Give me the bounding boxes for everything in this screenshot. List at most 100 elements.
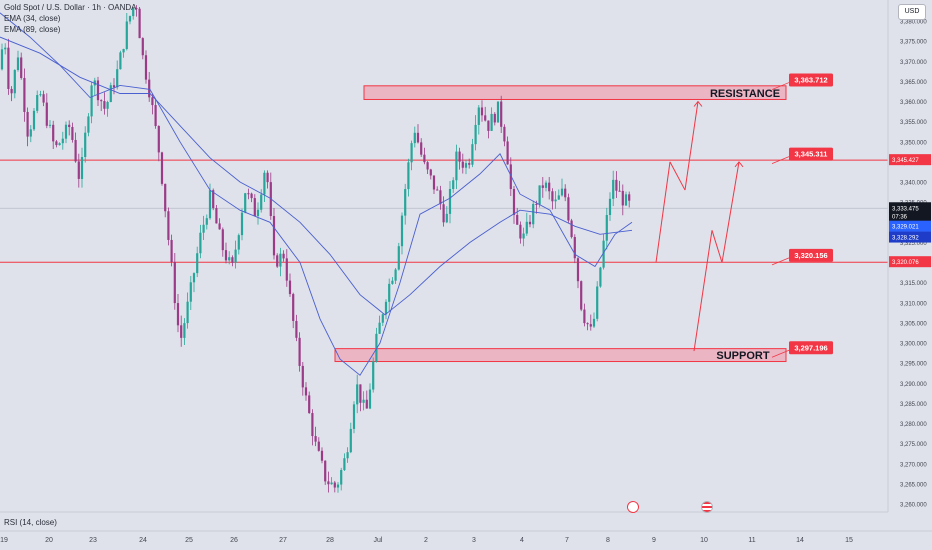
candle[interactable] (496, 101, 500, 123)
support-zone[interactable] (334, 348, 787, 363)
candle[interactable] (471, 138, 474, 168)
candle[interactable] (333, 480, 336, 493)
ema34-line[interactable] (0, 12, 633, 376)
candle[interactable] (122, 48, 125, 58)
candle[interactable] (605, 207, 608, 250)
candle[interactable] (365, 390, 368, 409)
candle[interactable] (23, 68, 26, 122)
ema34-tag[interactable] (889, 220, 931, 232)
price-label-box[interactable] (789, 147, 833, 161)
candle[interactable] (564, 184, 567, 202)
candle[interactable] (74, 132, 77, 163)
candle[interactable] (528, 215, 532, 228)
candle[interactable] (228, 251, 231, 265)
candle[interactable] (205, 214, 208, 230)
candle[interactable] (148, 72, 151, 102)
us-flag-event-icon[interactable] (701, 501, 713, 513)
candle[interactable] (276, 253, 279, 268)
candle[interactable] (356, 374, 359, 414)
ema34-legend[interactable]: EMA (34, close) (4, 14, 61, 23)
candle[interactable] (218, 218, 221, 230)
candle[interactable] (560, 178, 564, 197)
candle[interactable] (240, 208, 244, 241)
candle[interactable] (352, 401, 356, 434)
candle[interactable] (452, 177, 455, 193)
candle[interactable] (506, 136, 509, 165)
candle[interactable] (13, 69, 16, 99)
candle[interactable] (80, 147, 84, 188)
candle[interactable] (68, 120, 71, 136)
candle[interactable] (128, 15, 132, 25)
candle[interactable] (525, 212, 528, 236)
candle[interactable] (266, 170, 269, 189)
candle[interactable] (224, 242, 228, 264)
candle[interactable] (455, 144, 458, 189)
candle[interactable] (87, 113, 90, 137)
candle[interactable] (538, 185, 541, 208)
candle[interactable] (474, 115, 477, 151)
candle[interactable] (573, 234, 576, 264)
candle[interactable] (16, 50, 20, 72)
candle[interactable] (112, 78, 116, 95)
resistance-zone[interactable] (363, 85, 787, 100)
candle[interactable] (157, 125, 160, 162)
candle[interactable] (317, 437, 320, 452)
candle[interactable] (362, 391, 365, 411)
candle[interactable] (503, 124, 506, 147)
candle[interactable] (199, 224, 202, 259)
candle[interactable] (628, 191, 631, 208)
candle[interactable] (71, 122, 74, 143)
candle[interactable] (461, 153, 464, 174)
candle[interactable] (186, 292, 189, 329)
candle[interactable] (522, 227, 525, 247)
candle[interactable] (580, 280, 583, 312)
candle[interactable] (247, 188, 250, 200)
candle[interactable] (100, 99, 103, 112)
candle[interactable] (340, 467, 343, 491)
candle[interactable] (368, 383, 372, 410)
candle[interactable] (512, 185, 516, 224)
candle[interactable] (164, 183, 167, 218)
candle[interactable] (282, 250, 285, 262)
candle[interactable] (336, 482, 340, 493)
candle[interactable] (237, 233, 240, 255)
candle[interactable] (394, 268, 397, 285)
candle[interactable] (493, 112, 496, 126)
candle[interactable] (567, 193, 570, 224)
candle[interactable] (160, 151, 164, 186)
candle[interactable] (189, 275, 192, 311)
ema89-legend[interactable]: EMA (89, close) (4, 25, 61, 34)
candle[interactable] (548, 177, 551, 200)
candle[interactable] (391, 277, 394, 285)
candle[interactable] (400, 212, 404, 255)
candle[interactable] (250, 192, 253, 203)
candle[interactable] (288, 273, 292, 297)
candle[interactable] (269, 172, 272, 220)
candle[interactable] (448, 180, 452, 224)
candle[interactable] (93, 77, 96, 96)
candle[interactable] (618, 180, 621, 192)
candle[interactable] (426, 161, 429, 175)
candle[interactable] (106, 100, 109, 117)
candle[interactable] (544, 180, 548, 192)
candle[interactable] (375, 327, 378, 363)
candle[interactable] (458, 147, 461, 170)
candle[interactable] (170, 234, 173, 267)
candle[interactable] (381, 313, 384, 326)
candle[interactable] (173, 253, 176, 310)
candle[interactable] (29, 125, 32, 143)
candle[interactable] (388, 278, 391, 312)
candle[interactable] (416, 124, 420, 144)
candle[interactable] (253, 194, 256, 217)
candle[interactable] (554, 191, 557, 209)
candle[interactable] (480, 100, 484, 122)
candle[interactable] (445, 206, 448, 224)
price-label-box[interactable] (789, 341, 833, 355)
candle[interactable] (39, 90, 42, 97)
candle[interactable] (532, 200, 535, 229)
candle[interactable] (500, 95, 503, 133)
candle[interactable] (570, 218, 573, 239)
candle[interactable] (372, 357, 375, 393)
candle[interactable] (311, 409, 314, 446)
candle[interactable] (519, 221, 522, 244)
